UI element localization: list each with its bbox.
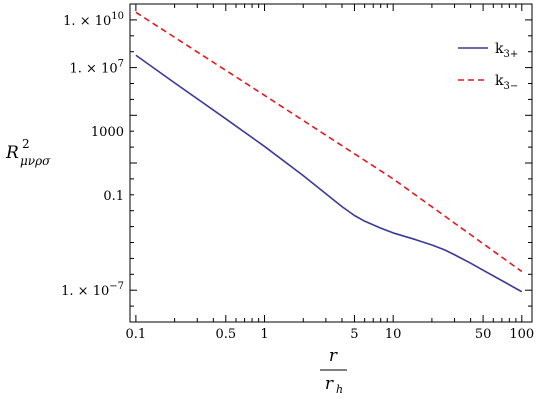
x-axis-ticks: 0.1 0.5 1 5 10 50 100 xyxy=(126,4,534,342)
x-tick-label: 0.1 xyxy=(126,327,147,342)
x-tick-label: 100 xyxy=(509,327,534,342)
y-axis-title: R xyxy=(5,143,19,163)
x-tick-label: 1 xyxy=(260,327,268,342)
x-axis-label: rr h xyxy=(320,346,347,396)
x-axis-title-denominator-sub: h xyxy=(336,383,343,396)
series-lines xyxy=(135,11,523,293)
y-axis-label: R 2 μνρσ xyxy=(5,137,51,168)
x-tick-label: 0.5 xyxy=(215,327,236,342)
y-tick-label: 1. × 10−7 xyxy=(61,281,124,299)
y-axis-title-sub: μνρσ xyxy=(20,154,51,168)
y-axis-title-sup: 2 xyxy=(22,137,30,151)
x-axis-title-numerator: r xyxy=(329,346,338,366)
y-axis-ticks: 1. × 1010 1. × 107 1000 0.1 1. × 10−7 xyxy=(61,3,532,323)
legend-label: k3− xyxy=(495,73,518,92)
series-line xyxy=(135,54,523,293)
y-tick-label: 1. × 107 xyxy=(70,59,124,77)
x-tick-label: 5 xyxy=(350,327,358,342)
plot-frame xyxy=(129,3,533,323)
x-axis-title-denominator: r xyxy=(325,374,334,394)
legend-label: k3+ xyxy=(495,41,518,60)
y-tick-label: 1000 xyxy=(91,125,124,140)
y-tick-label: 0.1 xyxy=(103,189,124,204)
x-tick-label: 10 xyxy=(385,327,402,342)
legend: k3+ k3− xyxy=(458,41,518,92)
x-tick-label: 50 xyxy=(475,327,492,342)
plot-border xyxy=(129,3,533,323)
y-tick-label: 1. × 1010 xyxy=(63,11,124,29)
series-line xyxy=(135,11,523,273)
